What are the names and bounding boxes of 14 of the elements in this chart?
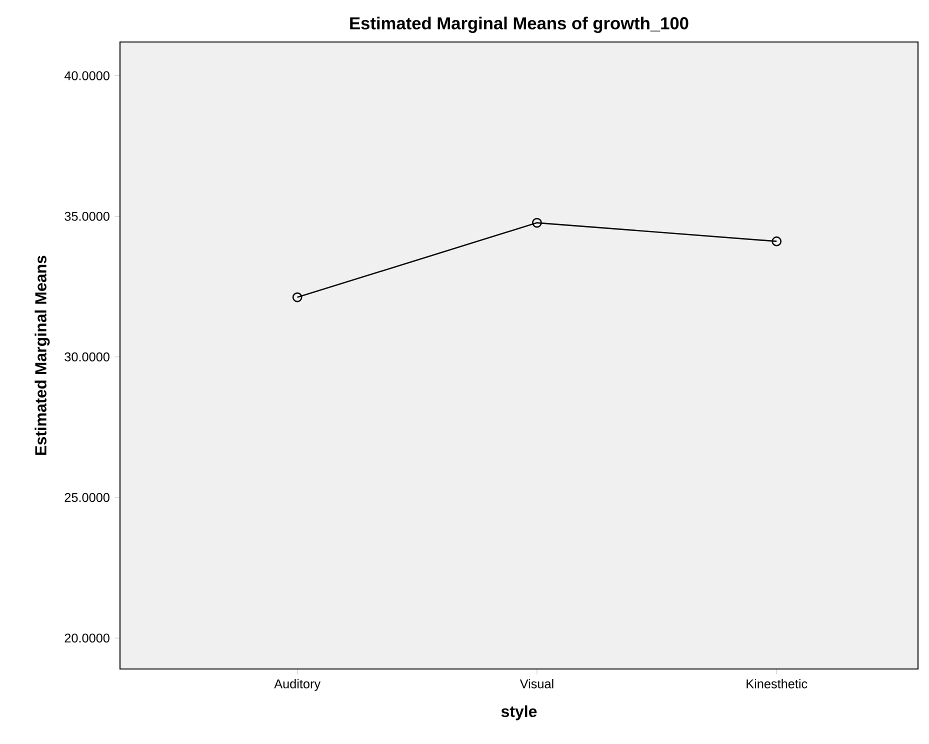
y-tick-label: 25.0000	[64, 493, 110, 502]
point	[772, 236, 782, 246]
chart-title: Estimated Marginal Means of growth_100	[350, 16, 688, 33]
y-tick-label: 40.0000	[64, 71, 110, 80]
x-tick-label: Kinesthetic	[746, 679, 808, 688]
y-axis-title: Estimated Marginal Means	[34, 256, 50, 455]
y-tick-label: 30.0000	[64, 352, 110, 362]
x-tick-label: Auditory	[274, 679, 321, 691]
point	[532, 218, 542, 228]
x-axis-title: style	[501, 705, 537, 720]
point	[292, 292, 302, 302]
y-tick-label: 20.0000	[64, 634, 110, 643]
x-tick-label: Visual	[520, 679, 554, 688]
y-tick-label: 35.0000	[64, 212, 110, 221]
